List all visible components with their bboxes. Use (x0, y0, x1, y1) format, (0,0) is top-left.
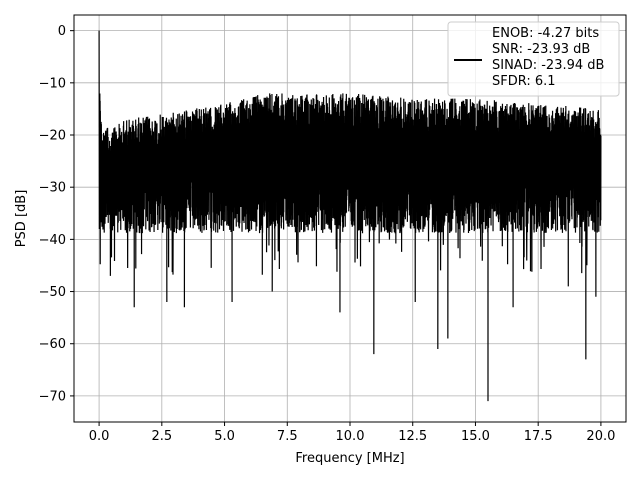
x-tick-label: 7.5 (277, 429, 298, 444)
y-tick-label: −30 (39, 181, 66, 196)
y-tick-label: −70 (39, 389, 66, 404)
legend-snr-line: SNR: -23.93 dB (492, 42, 590, 57)
legend-sinad-line: SINAD: -23.94 dB (492, 58, 604, 73)
y-tick-label: −60 (39, 337, 66, 352)
x-axis-label: Frequency [MHz] (295, 451, 404, 466)
legend-sfdr-line: SFDR: 6.1 (492, 74, 556, 89)
y-tick-label: −50 (39, 285, 66, 300)
legend-enob-line: ENOB: -4.27 bits (492, 26, 599, 41)
x-tick-label: 5.0 (214, 429, 235, 444)
y-axis-label: PSD [dB] (14, 190, 29, 248)
x-tick-label: 15.0 (461, 429, 490, 444)
y-tick-label: −10 (39, 76, 66, 91)
series-line (98, 30, 602, 402)
y-tick-label: 0 (58, 24, 66, 39)
x-tick-label: 12.5 (398, 429, 427, 444)
y-tick-label: −20 (39, 129, 66, 144)
x-axis-ticks: 0.0 2.5 5.0 7.5 10.0 12.5 15.0 17.5 20.0 (89, 422, 615, 444)
x-tick-label: 10.0 (336, 429, 365, 444)
x-tick-label: 20.0 (586, 429, 615, 444)
y-tick-label: −40 (39, 233, 66, 248)
psd-trace (98, 30, 602, 402)
legend-box (447, 21, 620, 97)
x-tick-label: 17.5 (524, 429, 553, 444)
y-axis-ticks: 0 −10 −20 −30 −40 −50 −60 −70 (39, 24, 74, 404)
x-tick-label: 0.0 (89, 429, 110, 444)
x-tick-label: 2.5 (151, 429, 172, 444)
